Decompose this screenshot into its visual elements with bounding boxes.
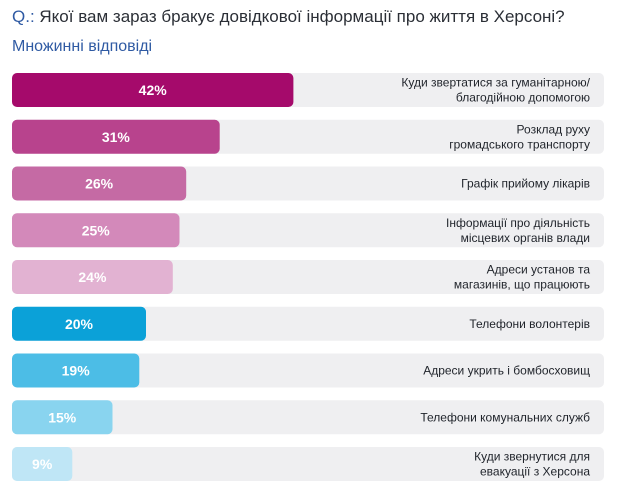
category-label: громадського транспорту <box>449 137 590 151</box>
bar-value-label: 26% <box>85 176 114 192</box>
question-title: Q.: Якої вам зараз бракує довідкової інф… <box>12 7 565 27</box>
bar-7 <box>12 400 113 435</box>
category-label: Куди звертатися за гуманітарною/ <box>401 76 590 90</box>
bar-5 <box>12 306 146 341</box>
bar-1 <box>12 119 220 154</box>
bar-value-label: 19% <box>62 363 91 379</box>
category-label: Графік прийому лікарів <box>461 177 590 191</box>
category-label: Адреси установ та <box>487 263 591 277</box>
category-label: магазинів, що працюють <box>454 278 590 292</box>
bar-track <box>12 306 604 341</box>
bar-track <box>12 353 604 388</box>
bar-3 <box>12 213 180 248</box>
bar-value-label: 25% <box>82 222 111 238</box>
category-label: Інформації про діяльність <box>446 216 590 230</box>
bar-0 <box>12 73 294 107</box>
category-label: Телефони волонтерів <box>469 317 590 331</box>
bar-2 <box>12 166 187 201</box>
subtitle: Множинні відповіді <box>12 38 153 55</box>
bar-value-label: 9% <box>32 456 53 472</box>
category-label: Адреси укрить і бомбосховищ <box>423 364 590 378</box>
category-label: благодійною допомогою <box>456 91 590 105</box>
bar-6 <box>12 353 140 388</box>
bar-track <box>12 447 604 481</box>
category-label: Куди звернутися для <box>474 450 590 464</box>
bar-track <box>12 400 604 435</box>
bar-value-label: 15% <box>48 409 77 425</box>
bar-value-label: 20% <box>65 316 94 332</box>
category-label: місцевих органів влади <box>461 231 590 245</box>
bar-value-label: 42% <box>139 82 168 98</box>
question-text: Якої вам зараз бракує довідкової інформа… <box>39 7 565 26</box>
question-prefix: Q.: <box>12 7 35 26</box>
bar-8 <box>12 447 73 481</box>
bar-value-label: 31% <box>102 129 131 145</box>
bar-4 <box>12 260 173 294</box>
category-label: Телефони комунальних служб <box>420 410 590 424</box>
bar-value-label: 24% <box>78 269 107 285</box>
category-label: Розклад руху <box>517 122 590 136</box>
category-label: евакуації з Херсона <box>480 465 590 479</box>
